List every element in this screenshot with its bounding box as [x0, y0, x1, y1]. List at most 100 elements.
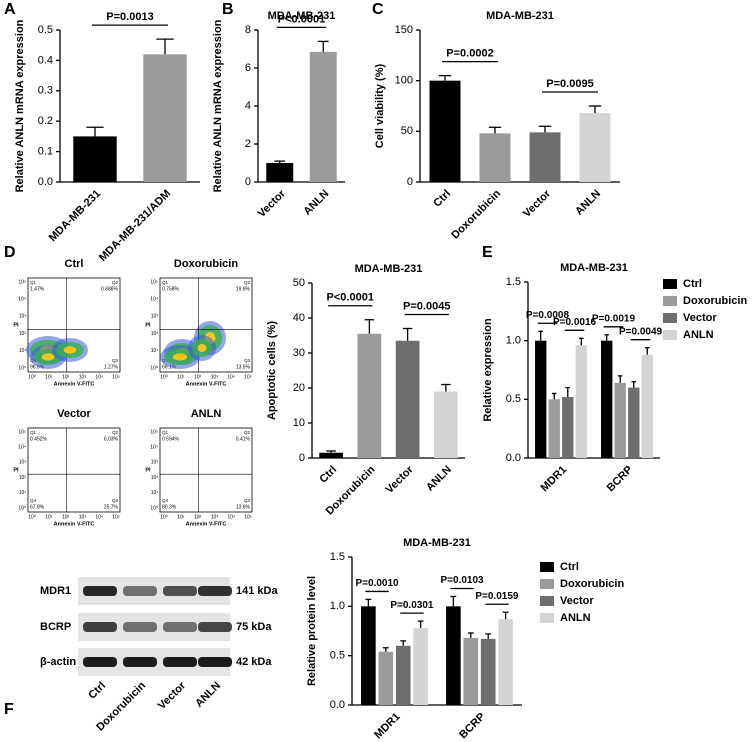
quadrant-percent: 5.41% — [236, 436, 251, 442]
chart-title: MDA-MB-231 — [560, 262, 628, 274]
y-axis-label: PI — [145, 467, 151, 473]
quadrant-percent: 0.758% — [162, 286, 180, 292]
blot-band — [163, 622, 197, 632]
x-tick-label: 10⁰ — [28, 374, 36, 380]
bar — [413, 628, 428, 705]
chart-title: MDA-MB-231 — [486, 10, 554, 22]
quadrant-name: Q2 — [112, 430, 119, 435]
x-tick-label: MDR1 — [372, 711, 403, 742]
legend-swatch — [663, 313, 677, 323]
y-tick-label: 10¹ — [19, 490, 27, 496]
y-tick-label: 100 — [395, 75, 413, 87]
y-axis-label: Relative protein level — [306, 576, 318, 686]
plot-frame — [159, 427, 253, 513]
x-tick-label: 10⁰ — [28, 514, 36, 520]
x-tick-label: BCRP — [457, 711, 488, 742]
p-value: P=0.0010 — [356, 578, 400, 589]
y-axis-label: PI — [13, 467, 19, 473]
plot-title: Vector — [57, 408, 91, 420]
quadrant-name: Q1 — [162, 430, 169, 435]
bar — [361, 606, 376, 705]
chart-title: MDA-MB-231 — [403, 537, 471, 549]
x-tick-label: 10¹ — [45, 514, 53, 520]
x-tick-label: Ctrl — [431, 188, 453, 210]
bar — [429, 80, 461, 182]
p-value: P=0.0049 — [619, 326, 663, 337]
legend-swatch — [663, 279, 677, 289]
x-tick-label: MDA-MB-231/ADM — [97, 188, 173, 264]
panel-label: D — [4, 244, 16, 261]
legend-label: ANLN — [560, 612, 591, 624]
bar — [601, 340, 613, 458]
y-tick-label: 0.3 — [38, 85, 53, 97]
x-axis-label: Annexin V-FITC — [186, 381, 227, 387]
y-tick-label: 10⁰ — [18, 505, 26, 511]
bar — [479, 133, 511, 182]
bar — [463, 637, 479, 705]
legend-label: Vector — [683, 312, 717, 324]
legend-swatch — [663, 296, 677, 306]
bar — [529, 132, 561, 182]
bar — [562, 396, 574, 458]
legend-label: Doxorubicin — [683, 295, 747, 307]
panel-label: F — [4, 701, 14, 718]
x-axis-label: Annexin V-FITC — [54, 521, 95, 527]
quadrant-name: Q3 — [112, 498, 119, 503]
y-tick-label: 4 — [245, 100, 251, 112]
bar — [309, 51, 337, 182]
panel-label: B — [222, 1, 234, 18]
x-tick-label: 10¹ — [177, 514, 185, 520]
x-tick-label: Vector — [256, 187, 289, 220]
x-tick-label: 10³ — [211, 514, 219, 520]
blot-band — [123, 657, 157, 667]
x-tick-label: 10⁵ — [112, 374, 120, 380]
y-tick-label: 1.0 — [330, 600, 345, 612]
y-tick-label: 10⁴ — [18, 445, 26, 451]
y-tick-label: 8 — [245, 24, 251, 36]
y-tick-label: 10⁰ — [18, 365, 26, 371]
quadrant-name: Q1 — [30, 430, 37, 435]
x-tick-label: 10² — [194, 374, 202, 380]
y-tick-label: 10¹ — [19, 348, 27, 354]
plot-frame — [27, 427, 121, 513]
y-tick-label: 40 — [293, 312, 305, 324]
blot-band — [83, 657, 117, 667]
lane-label: Ctrl — [86, 680, 108, 702]
y-tick-label: 10² — [151, 475, 159, 481]
y-tick-label: 0.0 — [330, 699, 345, 711]
y-tick-label: 0.1 — [38, 146, 53, 158]
chart-title: MDA-MB-231 — [268, 10, 336, 22]
y-tick-label: 10⁴ — [150, 445, 158, 451]
p-value: P=0.0159 — [475, 591, 519, 602]
legend-label: Ctrl — [560, 561, 579, 573]
legend-label: Doxorubicin — [560, 578, 624, 590]
x-tick-label: 10³ — [79, 374, 87, 380]
size-label: 42 kDa — [236, 656, 272, 668]
plot-title: Ctrl — [65, 258, 84, 270]
y-tick-label: 0.4 — [38, 54, 53, 66]
plot-title: Doxorubicin — [174, 258, 238, 270]
quadrant-name: Q3 — [112, 358, 119, 363]
quadrant-percent: 25.7% — [104, 504, 119, 510]
panel-label: A — [4, 1, 16, 18]
x-tick-label: 10⁴ — [227, 374, 235, 380]
p-value: P=0.0013 — [106, 11, 153, 23]
y-tick-label: 50 — [293, 277, 305, 289]
bar — [480, 638, 496, 705]
y-tick-label: 10¹ — [151, 348, 159, 354]
cell-cloud — [63, 346, 77, 354]
y-tick-label: 10² — [151, 331, 159, 337]
p-value: P=0.0008 — [526, 310, 570, 321]
p-value: P=0.0095 — [546, 78, 593, 90]
y-tick-label: 10³ — [19, 460, 27, 466]
quadrant-name: Q3 — [244, 358, 251, 363]
x-tick-label: 10² — [62, 374, 70, 380]
quadrant-percent: 0.452% — [30, 436, 48, 442]
quadrant-percent: 66.1% — [162, 364, 177, 370]
y-tick-label: 0 — [407, 176, 413, 188]
blot-band — [83, 622, 117, 632]
quadrant-percent: 80.3% — [162, 504, 177, 510]
legend-swatch — [663, 330, 677, 340]
chart-title: MDA-MB-231 — [355, 263, 423, 275]
x-tick-label: 10⁵ — [244, 514, 252, 520]
